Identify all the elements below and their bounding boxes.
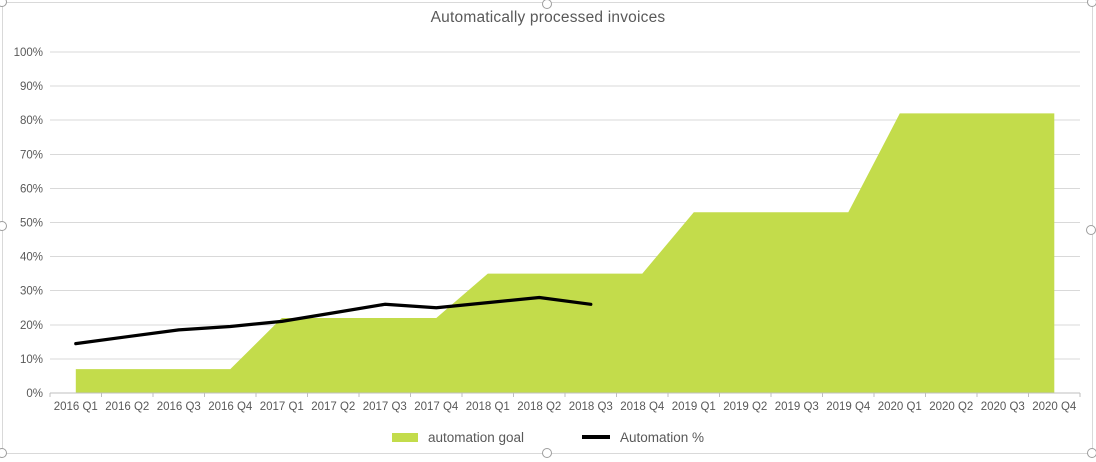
y-axis-label: 20% [20,320,43,332]
area-series-automation-goal[interactable] [75,113,1055,394]
legend-label-automation-pct: Automation % [620,429,705,445]
x-axis-label: 2019 Q4 [826,401,871,413]
y-axis-label: 30% [20,286,43,298]
x-axis [49,392,1081,397]
y-axis-label: 40% [20,252,43,264]
selection-handle-bottom-center[interactable] [542,448,552,458]
y-axis-label: 80% [20,115,43,127]
selection-handle-top-center[interactable] [542,0,552,9]
y-axis-label: 90% [20,81,43,93]
legend-item-automation-pct[interactable]: Automation % [582,430,704,445]
x-axis-label: 2018 Q3 [569,401,613,413]
x-axis-label: 2017 Q1 [260,401,304,413]
y-axis-label: 0% [26,388,43,400]
y-axis-label: 10% [20,354,43,366]
selection-handle-top-left[interactable] [0,0,7,7]
x-axis-label: 2017 Q2 [311,401,355,413]
line-series-automation-pct[interactable] [74,295,593,346]
x-axis-label: 2019 Q3 [775,401,819,413]
x-axis-label: 2019 Q2 [723,401,767,413]
selection-handle-mid-right[interactable] [1086,225,1096,235]
selection-handle-mid-left[interactable] [0,221,7,231]
selection-handle-top-right[interactable] [1087,0,1096,7]
x-axis-label: 2020 Q2 [929,401,973,413]
selection-handle-bottom-left[interactable] [0,448,7,458]
y-axis-label: 70% [20,149,43,161]
x-axis-label: 2018 Q2 [517,401,561,413]
x-axis-label: 2019 Q1 [672,401,716,413]
legend-item-automation-goal[interactable]: automation goal [391,429,525,445]
y-axis-label: 100% [14,47,43,59]
y-axis-label: 60% [20,183,43,195]
x-axis-label: 2020 Q1 [878,401,922,413]
x-axis-label: 2016 Q4 [208,401,253,413]
x-axis-label: 2017 Q4 [414,401,459,413]
x-axis-label: 2017 Q3 [363,401,407,413]
x-axis-label: 2018 Q4 [620,401,665,413]
x-axis-label: 2016 Q1 [54,401,98,413]
area-series-swatch-icon [391,432,418,442]
x-axis-label: 2016 Q3 [157,401,201,413]
legend-label-automation-goal: automation goal [427,429,525,445]
x-axis-label: 2020 Q4 [1032,401,1077,413]
x-axis-labels: 2016 Q1 2016 Q2 2016 Q3 2016 Q4 2017 Q1 2017 … [54,401,1077,413]
x-axis-label: 2016 Q2 [105,401,149,413]
chart-title: Automatically processed invoices [430,9,666,26]
x-axis-label: 2018 Q1 [466,401,510,413]
x-axis-label: 2020 Q3 [981,401,1025,413]
selection-handle-bottom-right[interactable] [1087,448,1096,458]
line-series-swatch-icon [582,435,611,439]
y-axis-labels: 0% 10% 20% 30% 40% 50% 60% 70% 80% 90% 100% [14,47,43,400]
y-axis-label: 50% [20,218,43,230]
legend: automation goal Automation % [0,426,1096,448]
